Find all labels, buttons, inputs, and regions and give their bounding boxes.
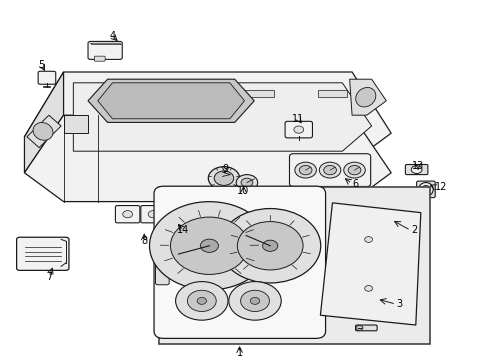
Circle shape bbox=[187, 290, 216, 311]
Circle shape bbox=[355, 325, 362, 330]
Circle shape bbox=[228, 282, 281, 320]
Ellipse shape bbox=[418, 183, 432, 196]
Circle shape bbox=[208, 167, 239, 190]
Ellipse shape bbox=[355, 87, 375, 107]
Circle shape bbox=[323, 166, 336, 175]
Circle shape bbox=[219, 208, 320, 283]
Text: 5: 5 bbox=[39, 60, 44, 70]
FancyBboxPatch shape bbox=[88, 41, 122, 59]
Text: 3: 3 bbox=[395, 299, 402, 309]
Ellipse shape bbox=[410, 166, 421, 174]
Polygon shape bbox=[27, 115, 61, 148]
Ellipse shape bbox=[33, 122, 53, 140]
FancyBboxPatch shape bbox=[17, 237, 69, 270]
Circle shape bbox=[200, 239, 218, 252]
Circle shape bbox=[170, 217, 248, 274]
Polygon shape bbox=[349, 79, 386, 115]
Polygon shape bbox=[98, 83, 244, 119]
Bar bbox=[159, 187, 429, 344]
Circle shape bbox=[364, 285, 372, 291]
Circle shape bbox=[299, 166, 311, 175]
FancyBboxPatch shape bbox=[94, 56, 105, 61]
Circle shape bbox=[214, 171, 233, 185]
Polygon shape bbox=[63, 115, 88, 133]
Circle shape bbox=[236, 175, 257, 190]
FancyBboxPatch shape bbox=[38, 71, 56, 84]
Polygon shape bbox=[171, 90, 200, 97]
Polygon shape bbox=[244, 90, 273, 97]
Circle shape bbox=[237, 221, 303, 270]
Circle shape bbox=[347, 166, 360, 175]
FancyBboxPatch shape bbox=[155, 240, 169, 285]
Polygon shape bbox=[24, 115, 390, 202]
Ellipse shape bbox=[421, 185, 429, 193]
Text: 11: 11 bbox=[291, 114, 304, 124]
Circle shape bbox=[149, 202, 269, 290]
Circle shape bbox=[241, 178, 252, 187]
Circle shape bbox=[293, 126, 303, 133]
Text: 1: 1 bbox=[236, 348, 242, 358]
Text: 7: 7 bbox=[46, 272, 52, 282]
Circle shape bbox=[197, 297, 206, 304]
Circle shape bbox=[319, 162, 340, 178]
Text: 13: 13 bbox=[411, 161, 424, 171]
Polygon shape bbox=[98, 90, 127, 97]
Circle shape bbox=[364, 237, 372, 242]
Polygon shape bbox=[90, 43, 121, 45]
Circle shape bbox=[294, 162, 316, 178]
Text: 9: 9 bbox=[222, 164, 227, 174]
FancyBboxPatch shape bbox=[141, 206, 165, 223]
FancyBboxPatch shape bbox=[285, 121, 312, 138]
Polygon shape bbox=[24, 72, 390, 162]
Polygon shape bbox=[317, 90, 346, 97]
Text: 4: 4 bbox=[109, 31, 115, 41]
FancyBboxPatch shape bbox=[154, 186, 325, 338]
Text: 8: 8 bbox=[141, 236, 147, 246]
Circle shape bbox=[262, 240, 277, 251]
Circle shape bbox=[343, 162, 365, 178]
Text: 10: 10 bbox=[237, 186, 249, 196]
Text: 2: 2 bbox=[410, 225, 416, 235]
Circle shape bbox=[175, 282, 227, 320]
Polygon shape bbox=[73, 83, 371, 151]
Circle shape bbox=[148, 211, 158, 218]
FancyBboxPatch shape bbox=[355, 325, 376, 331]
Text: 14: 14 bbox=[177, 225, 189, 235]
Text: 6: 6 bbox=[351, 179, 358, 189]
Circle shape bbox=[250, 297, 259, 304]
Text: 12: 12 bbox=[434, 182, 447, 192]
Polygon shape bbox=[24, 72, 63, 173]
FancyBboxPatch shape bbox=[405, 165, 427, 175]
Circle shape bbox=[122, 211, 132, 218]
Circle shape bbox=[240, 290, 269, 311]
FancyBboxPatch shape bbox=[416, 181, 434, 198]
FancyBboxPatch shape bbox=[289, 154, 370, 186]
Polygon shape bbox=[88, 79, 254, 122]
FancyBboxPatch shape bbox=[115, 206, 140, 223]
Polygon shape bbox=[320, 203, 420, 325]
